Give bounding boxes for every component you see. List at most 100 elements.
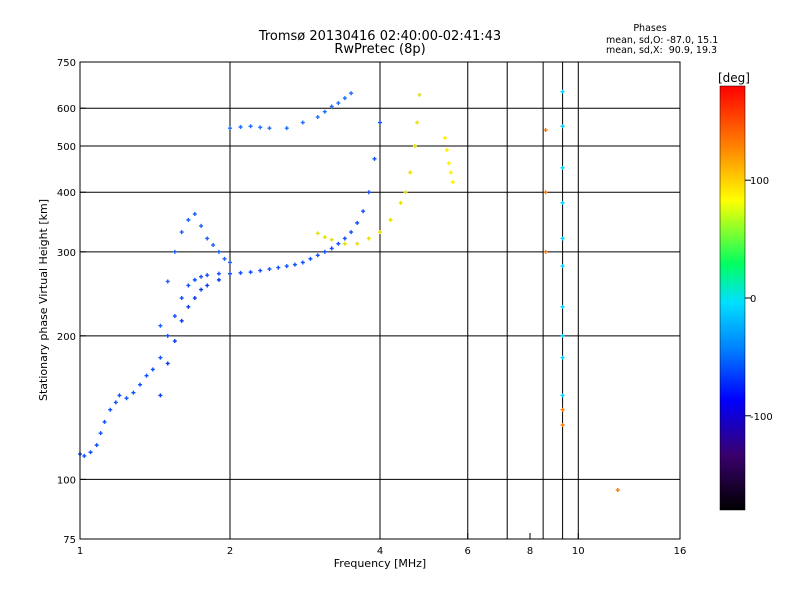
data-point bbox=[388, 217, 393, 222]
data-point bbox=[165, 333, 170, 338]
colorbar-tick-label: 100 bbox=[750, 176, 769, 187]
data-point bbox=[560, 200, 565, 205]
data-point bbox=[179, 230, 184, 235]
x-tick-label: 4 bbox=[377, 546, 383, 557]
data-point bbox=[448, 170, 453, 175]
data-point bbox=[355, 220, 360, 225]
data-point bbox=[560, 89, 565, 94]
data-point bbox=[144, 373, 149, 378]
data-point bbox=[442, 135, 447, 140]
y-tick-label: 200 bbox=[57, 332, 76, 343]
data-point bbox=[378, 120, 382, 125]
data-point bbox=[186, 283, 191, 288]
data-point bbox=[172, 339, 177, 344]
data-point bbox=[216, 271, 221, 276]
data-point bbox=[378, 230, 382, 235]
data-point bbox=[211, 243, 216, 248]
data-point bbox=[165, 361, 170, 366]
data-point bbox=[560, 423, 565, 428]
colorbar bbox=[719, 85, 746, 511]
y-tick-label: 100 bbox=[57, 475, 76, 486]
data-point bbox=[300, 120, 305, 125]
data-point bbox=[408, 170, 413, 175]
data-point bbox=[222, 256, 227, 261]
data-point bbox=[322, 249, 327, 254]
data-point bbox=[300, 260, 305, 265]
x-tick-label: 16 bbox=[674, 546, 687, 557]
data-point bbox=[322, 109, 327, 114]
data-point bbox=[560, 393, 565, 398]
data-point bbox=[228, 271, 232, 276]
x-tick-label: 1 bbox=[77, 546, 83, 557]
data-point bbox=[560, 355, 565, 360]
chart-title: Tromsø 20130416 02:40:00-02:41:43 bbox=[258, 29, 501, 44]
data-point bbox=[267, 267, 272, 272]
data-point bbox=[315, 253, 320, 258]
data-point bbox=[415, 120, 420, 125]
data-point bbox=[292, 262, 297, 267]
data-point bbox=[615, 488, 620, 493]
data-point bbox=[560, 333, 565, 338]
data-point bbox=[315, 231, 320, 236]
data-point bbox=[349, 230, 354, 235]
x-tick-label: 6 bbox=[465, 546, 471, 557]
colorbar-ticks: 100 0 -100 bbox=[745, 176, 773, 423]
data-point bbox=[88, 450, 93, 455]
data-point bbox=[216, 249, 221, 254]
data-point bbox=[560, 165, 565, 170]
data-point bbox=[205, 283, 210, 288]
data-point bbox=[361, 209, 366, 214]
data-point bbox=[543, 249, 548, 254]
colorbar-label: [deg] bbox=[718, 71, 750, 85]
y-tick-label: 75 bbox=[63, 535, 76, 546]
data-point bbox=[560, 124, 565, 129]
data-point bbox=[342, 236, 347, 241]
y-tick-label: 300 bbox=[57, 248, 76, 259]
y-tick-label: 400 bbox=[57, 188, 76, 199]
data-point bbox=[248, 270, 253, 275]
data-point bbox=[199, 223, 204, 228]
data-point bbox=[336, 241, 341, 246]
colorbar-tick-label: -100 bbox=[750, 412, 773, 423]
data-point bbox=[276, 265, 281, 270]
data-point bbox=[199, 274, 204, 279]
data-point bbox=[158, 355, 163, 360]
data-point bbox=[117, 393, 122, 398]
chart-subtitle: RwPretec (8p) bbox=[334, 42, 425, 57]
data-point bbox=[199, 287, 204, 292]
data-point bbox=[158, 323, 163, 328]
data-point bbox=[560, 304, 565, 309]
data-point bbox=[450, 180, 455, 185]
data-point bbox=[186, 304, 191, 309]
data-point bbox=[560, 264, 565, 269]
data-point bbox=[258, 125, 263, 130]
data-point bbox=[172, 249, 177, 254]
data-point bbox=[366, 190, 371, 195]
data-point bbox=[238, 270, 243, 275]
data-point bbox=[216, 277, 221, 282]
data-point bbox=[349, 91, 354, 96]
stats-o: mean, sd,O: -87.0, 15.1 bbox=[606, 35, 718, 46]
data-point bbox=[329, 237, 334, 242]
grid-lines bbox=[80, 62, 680, 539]
data-point bbox=[158, 393, 163, 398]
data-point bbox=[124, 396, 129, 401]
x-tick-label: 8 bbox=[527, 546, 533, 557]
data-point bbox=[258, 268, 263, 273]
data-point bbox=[267, 126, 272, 131]
data-point bbox=[322, 235, 327, 240]
data-point bbox=[172, 314, 177, 319]
stats-title: Phases bbox=[633, 23, 666, 34]
data-point bbox=[284, 126, 289, 131]
data-point bbox=[98, 431, 103, 436]
data-point bbox=[102, 419, 107, 424]
data-point bbox=[372, 156, 377, 161]
data-point bbox=[417, 92, 422, 97]
data-point bbox=[94, 443, 99, 448]
data-point bbox=[113, 400, 118, 405]
x-tick-label: 2 bbox=[227, 546, 233, 557]
data-point bbox=[315, 115, 320, 120]
y-axis-ticks: 75 100 200 300 400 500 600 750 bbox=[57, 58, 86, 546]
data-point bbox=[342, 241, 347, 246]
